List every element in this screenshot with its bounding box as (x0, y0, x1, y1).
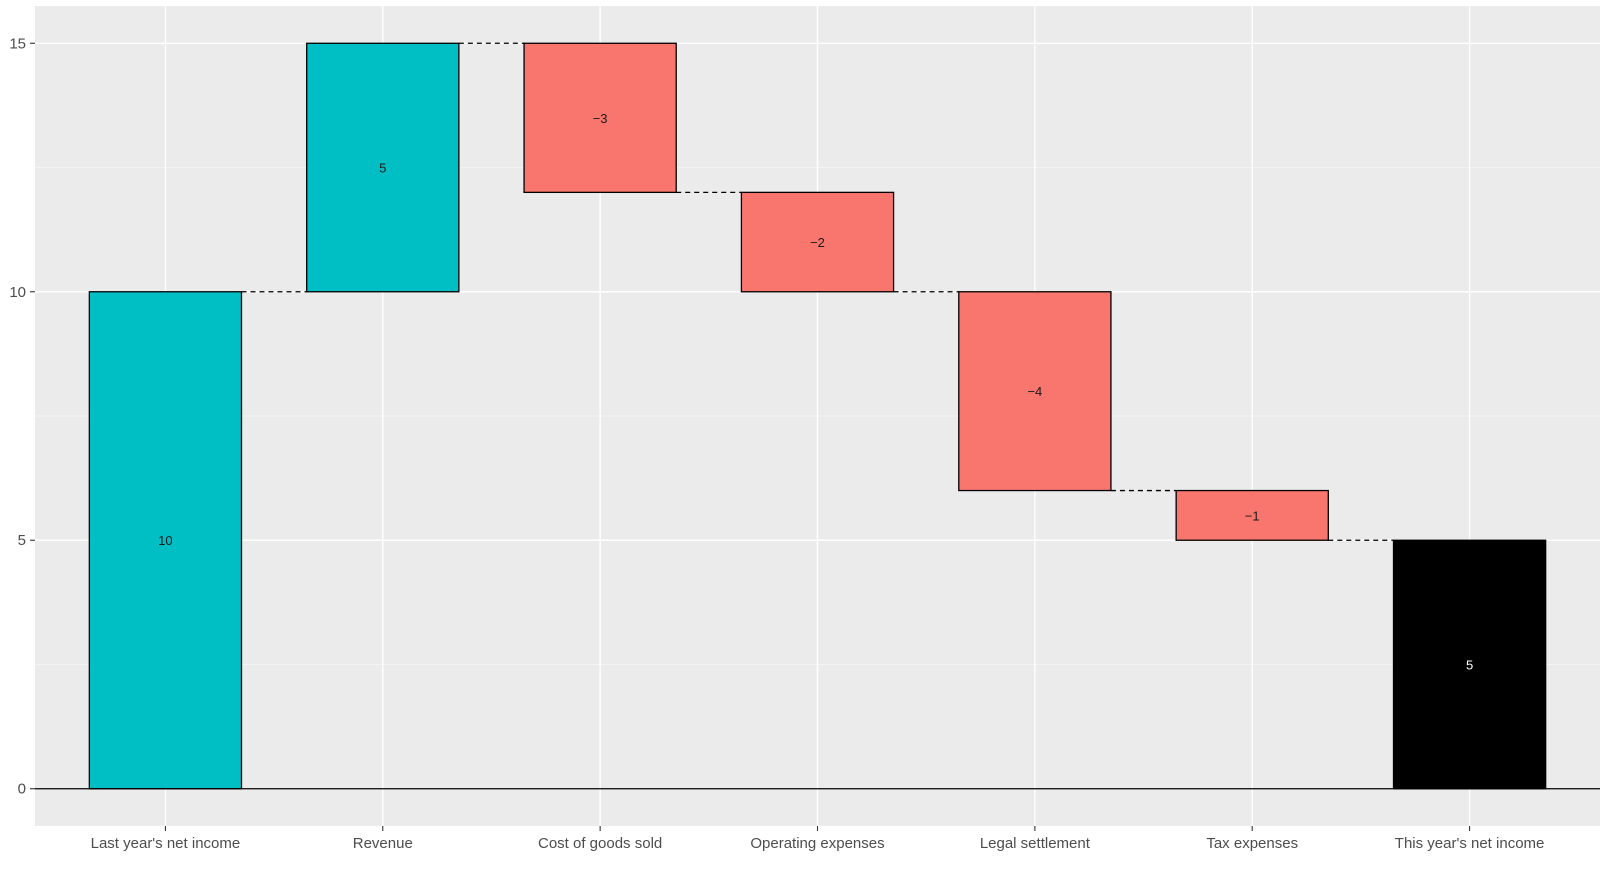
bars (88, 42, 1547, 790)
x-tick-label: Legal settlement (980, 835, 1091, 852)
x-axis: Last year's net income Revenue Cost of goo… (91, 826, 1545, 852)
y-tick-label: 5 (18, 532, 26, 549)
data-label: 10 (158, 533, 172, 548)
data-labels: 10 5 −3 −2 −4 −1 5 (158, 111, 1473, 673)
data-label: −2 (810, 235, 825, 250)
y-tick-label: 10 (9, 284, 26, 301)
x-tick-label: Cost of goods sold (538, 835, 662, 852)
bar (958, 291, 1112, 492)
bar (306, 42, 460, 293)
x-tick-label: This year's net income (1395, 835, 1545, 852)
x-tick-label: Tax expenses (1206, 835, 1298, 852)
connector-lines (241, 42, 1394, 541)
y-tick-label: 0 (18, 781, 26, 798)
x-tick-label: Revenue (353, 835, 413, 852)
x-tick-label: Operating expenses (750, 835, 884, 852)
y-axis: 0 5 10 15 (9, 35, 35, 798)
bar (1175, 489, 1329, 541)
bar (523, 42, 677, 194)
bar (88, 291, 243, 790)
x-tick-label: Last year's net income (91, 835, 241, 852)
data-label: −1 (1245, 508, 1260, 523)
data-label: 5 (1466, 657, 1473, 672)
bar (1392, 539, 1547, 790)
y-tick-label: 15 (9, 35, 26, 52)
data-label: −4 (1027, 384, 1042, 399)
data-label: 5 (379, 161, 386, 176)
data-label: −3 (593, 111, 608, 126)
bar (740, 191, 895, 293)
